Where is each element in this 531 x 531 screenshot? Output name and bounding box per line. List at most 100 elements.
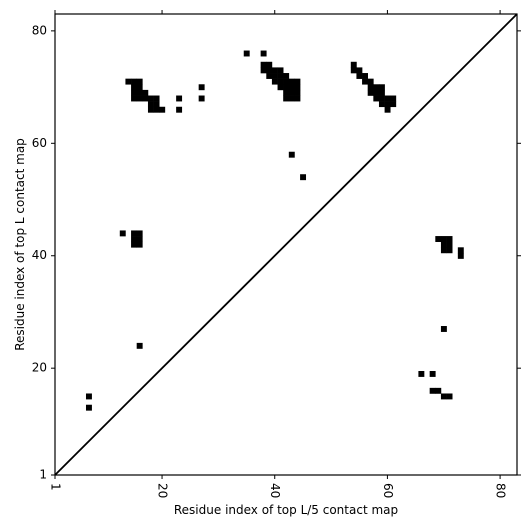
contact-cell-lower	[440, 236, 447, 242]
contact-cell-upper	[131, 236, 137, 242]
contact-cell-upper	[271, 67, 278, 74]
contact-cell-upper	[288, 95, 295, 102]
contact-cell-upper	[367, 78, 374, 85]
contact-cell-upper	[266, 73, 273, 79]
contact-cell-upper	[266, 67, 273, 74]
contact-cell-upper	[294, 84, 301, 91]
contact-cell-upper	[176, 95, 183, 102]
contact-cell-upper	[153, 106, 160, 113]
contact-cell-upper	[131, 78, 137, 85]
contact-cell-upper	[260, 50, 267, 57]
contact-cell-upper	[373, 89, 380, 96]
contact-cell-upper	[362, 78, 368, 85]
contact-cell-upper	[373, 95, 380, 102]
contact-cell-upper	[390, 101, 397, 108]
y-tick-label: 80	[32, 23, 47, 37]
contact-cell-upper	[277, 67, 284, 74]
contact-cell-upper	[356, 73, 363, 79]
contact-cell-upper	[147, 106, 154, 113]
contact-cell-upper	[266, 61, 273, 68]
contact-cell-upper	[131, 230, 137, 237]
contact-cell-upper	[198, 84, 205, 91]
contact-cell-upper	[260, 61, 267, 68]
contact-cell-upper	[136, 236, 143, 242]
contact-cell-upper	[277, 73, 284, 79]
contact-cell-upper	[283, 89, 290, 96]
contact-cell-upper	[288, 151, 295, 158]
contact-cell-upper	[198, 95, 205, 102]
contact-cell-upper	[136, 230, 143, 237]
contact-cell-upper	[378, 84, 385, 91]
y-tick-label: 20	[32, 361, 47, 375]
contact-cell-upper	[271, 78, 278, 85]
contact-cell-upper	[136, 89, 143, 96]
contact-cell-upper	[384, 101, 391, 108]
contact-cell-upper	[271, 73, 278, 79]
contact-cell-lower	[435, 387, 442, 394]
contact-cell-upper	[367, 89, 374, 96]
contact-cell-upper	[125, 78, 132, 85]
y-axis-label: Residue index of top L contact map	[13, 138, 27, 351]
contact-cell-upper	[136, 342, 143, 349]
contact-cell-lower	[457, 247, 464, 254]
contact-cell-upper	[350, 67, 357, 74]
contact-cell-upper	[136, 84, 143, 91]
contact-cell-upper	[153, 101, 160, 108]
contact-cell-lower	[446, 247, 453, 254]
contact-cell-upper	[373, 84, 380, 91]
contact-cell-lower	[440, 247, 447, 254]
contact-cell-lower	[440, 241, 447, 248]
contact-cell-upper	[85, 393, 92, 400]
contact-cell-upper	[153, 95, 160, 102]
contact-cell-upper	[131, 95, 137, 102]
contact-cell-upper	[136, 241, 143, 248]
contacts-layer	[85, 50, 464, 411]
contact-cell-upper	[159, 106, 166, 113]
contact-cell-upper	[390, 95, 397, 102]
contact-cell-upper	[378, 89, 385, 96]
contact-cell-lower	[440, 393, 447, 400]
contact-cell-upper	[288, 84, 295, 91]
contact-cell-upper	[243, 50, 250, 57]
y-tick-label: 60	[32, 136, 47, 150]
contact-cell-upper	[283, 84, 290, 91]
y-tick-label: 40	[32, 248, 47, 262]
contact-cell-upper	[147, 101, 154, 108]
contact-cell-upper	[362, 73, 368, 79]
contact-cell-lower	[446, 241, 453, 248]
x-tick-label: 40	[268, 483, 282, 498]
contact-cell-upper	[283, 78, 290, 85]
contact-cell-upper	[350, 61, 357, 68]
ticks-layer: 1 20 40 60 80 1 20 40 60 80	[32, 10, 521, 498]
contact-cell-upper	[283, 73, 290, 79]
contact-cell-upper	[300, 174, 307, 181]
contact-cell-lower	[435, 236, 442, 242]
plot-frame	[54, 13, 518, 476]
contact-cell-lower	[446, 393, 453, 400]
contact-cell-upper	[384, 106, 391, 113]
contact-cell-upper	[294, 89, 301, 96]
contact-cell-upper	[136, 78, 143, 85]
contact-cell-upper	[131, 89, 137, 96]
x-axis-label: Residue index of top L/5 contact map	[174, 503, 398, 517]
contact-cell-upper	[367, 84, 374, 91]
contact-cell-upper	[119, 230, 126, 237]
contact-cell-lower	[418, 370, 425, 377]
diagonal-line	[54, 13, 518, 476]
contact-cell-upper	[288, 78, 295, 85]
contact-cell-upper	[142, 89, 149, 96]
x-tick-label: 1	[49, 483, 63, 491]
contact-cell-upper	[356, 67, 363, 74]
contact-cell-upper	[147, 95, 154, 102]
contact-cell-lower	[440, 326, 447, 332]
contact-cell-upper	[277, 78, 284, 85]
contact-cell-upper	[260, 67, 267, 74]
contact-cell-upper	[85, 404, 92, 411]
contact-cell-upper	[288, 89, 295, 96]
contact-cell-upper	[131, 84, 137, 91]
contact-cell-upper	[131, 241, 137, 248]
contact-cell-upper	[136, 95, 143, 102]
contact-cell-lower	[457, 252, 464, 259]
contact-cell-upper	[176, 106, 183, 113]
